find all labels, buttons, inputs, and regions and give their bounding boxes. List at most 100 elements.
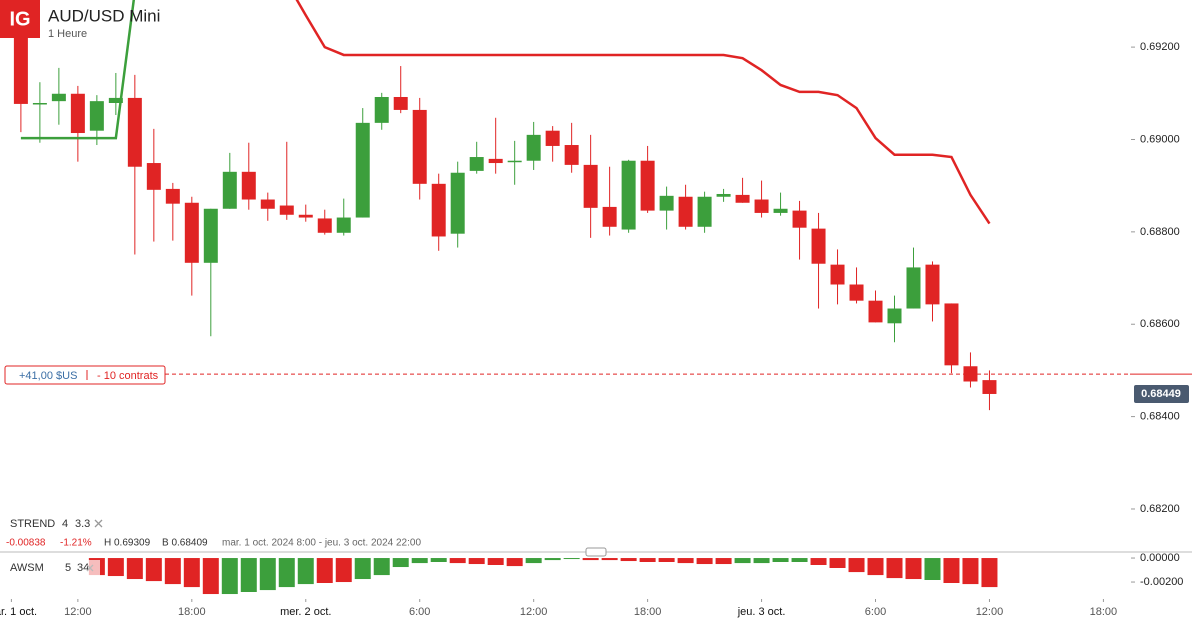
oscillator-bar — [582, 558, 599, 561]
candle-body — [621, 160, 636, 230]
oscillator-bar — [126, 558, 143, 580]
oscillator-bar — [867, 558, 884, 576]
oscillator-bar — [563, 558, 580, 560]
oscillator-bar — [468, 558, 485, 565]
candle-body — [735, 194, 750, 203]
candle-body — [545, 130, 560, 146]
x-tick-label: 12:00 — [64, 606, 92, 618]
oscillator-name: AWSM — [10, 562, 44, 574]
change: -0.00838 — [6, 538, 46, 549]
pane-handle[interactable] — [585, 547, 607, 557]
oscillator-bar — [696, 558, 713, 565]
logo-box — [0, 0, 40, 38]
oscillator-bar — [183, 558, 200, 588]
y2-tick-label: -0.00200 — [1140, 576, 1183, 588]
oscillator-bar — [753, 558, 770, 564]
x-tick-label: jeu. 3 oct. — [737, 606, 786, 618]
oscillator-bar — [430, 558, 447, 562]
y-tick-label: 0.69200 — [1140, 41, 1180, 53]
x-tick-label: 6:00 — [409, 606, 430, 618]
candle-body — [716, 193, 731, 197]
oscillator-bar — [791, 558, 808, 562]
candle-body — [830, 264, 845, 285]
x-tick-label: mar. 1 oct. — [0, 606, 37, 618]
x-tick-label: 12:00 — [520, 606, 548, 618]
candle-body — [868, 300, 883, 323]
y-tick-label: 0.68600 — [1140, 318, 1180, 330]
candle-body — [773, 208, 788, 213]
candle-body — [602, 206, 617, 227]
oscillator-bar — [487, 558, 504, 565]
oscillator-bar — [506, 558, 523, 567]
oscillator-bar — [829, 558, 846, 568]
candle-body — [792, 210, 807, 228]
oscillator-bar — [354, 558, 371, 580]
candle-body — [203, 208, 218, 263]
oscillator-bar — [240, 558, 257, 592]
candle-body — [336, 217, 351, 233]
candle-body — [70, 93, 85, 134]
candle-body — [754, 199, 769, 213]
change-pct: -1.21% — [60, 538, 92, 549]
supertrend-line — [295, 0, 991, 225]
candle-body — [393, 96, 408, 110]
date-range: mar. 1 oct. 2024 8:00 - jeu. 3 oct. 2024… — [222, 538, 421, 549]
candle-body — [165, 188, 180, 204]
interval: 1 Heure — [48, 28, 87, 40]
supertrend-line — [20, 0, 136, 140]
oscillator-bar — [278, 558, 295, 588]
candle-body — [51, 93, 66, 102]
candle-body — [184, 202, 199, 263]
oscillator-bar — [677, 558, 694, 564]
y-tick-label: 0.68800 — [1140, 226, 1180, 238]
position-size: - 10 contrats — [97, 370, 159, 382]
price-pane — [13, 0, 1130, 411]
x-tick-label: 18:00 — [634, 606, 662, 618]
position-box[interactable] — [4, 365, 166, 385]
x-tick-label: mer. 2 oct. — [280, 606, 331, 618]
oscillator-bar — [620, 558, 637, 562]
instrument-title: AUD/USD Mini — [48, 6, 160, 25]
last-price-box — [1134, 384, 1189, 403]
candle-body — [659, 195, 674, 211]
oscillator-bar — [886, 558, 903, 579]
candle-body — [431, 183, 446, 237]
x-tick-label: 12:00 — [976, 606, 1004, 618]
indicator-name: STREND — [10, 518, 55, 530]
candle-body — [507, 160, 522, 163]
candle-body — [811, 228, 826, 264]
candle-body — [241, 171, 256, 200]
close-icon[interactable] — [94, 519, 103, 528]
candle-body — [89, 101, 104, 131]
position-pnl: +41,00 $US — [19, 370, 77, 382]
awsm-label-bg — [4, 560, 100, 576]
oscillator-bar — [202, 558, 219, 595]
candle-body — [32, 102, 47, 105]
candle-body — [640, 160, 655, 211]
oscillator-bar — [316, 558, 333, 583]
oscillator-bar — [715, 558, 732, 565]
candle-body — [317, 218, 332, 233]
candle-body — [982, 380, 997, 394]
high: H 0.69309 — [104, 538, 151, 549]
x-tick-label: 18:00 — [178, 606, 206, 618]
candle-body — [469, 157, 484, 171]
candle-body — [146, 163, 161, 190]
logo: IG — [9, 8, 30, 30]
y-tick-label: 0.68200 — [1140, 503, 1180, 515]
oscillator-bar — [544, 558, 561, 561]
close-icon[interactable] — [86, 564, 94, 572]
candle-body — [887, 308, 902, 324]
candle-body — [279, 205, 294, 215]
indicator-param: 4 — [62, 518, 68, 530]
indicator-param: 3.3 — [75, 518, 90, 530]
candle-body — [412, 109, 427, 184]
candle-body — [583, 164, 598, 208]
oscillator-pane — [88, 558, 998, 595]
oscillator-bar — [601, 558, 618, 561]
candle-body — [127, 97, 142, 167]
oscillator-bar — [449, 558, 466, 564]
candle-body — [260, 199, 275, 209]
candle-body — [944, 303, 959, 366]
